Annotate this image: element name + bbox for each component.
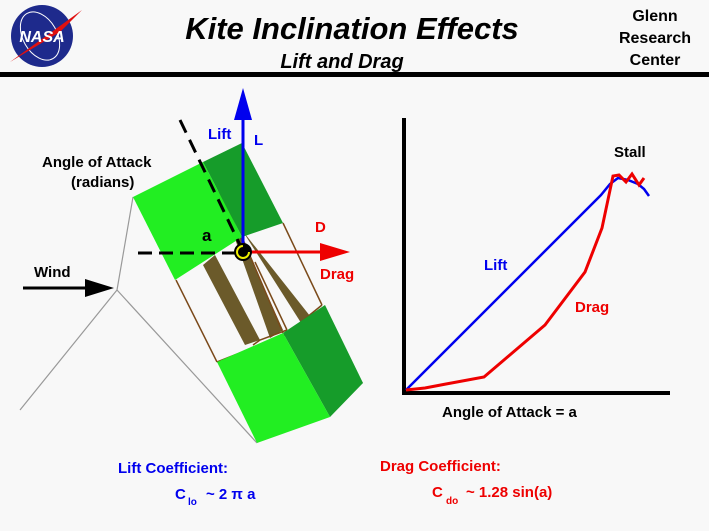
wind-arrowhead-icon [85,279,114,297]
drag-coefficient-formula: ~ 1.28 sin(a) [466,484,552,501]
stall-label: Stall [614,144,646,161]
logo-text: NASA [19,29,64,46]
drag-coefficient-subscript: do [446,496,458,507]
spar-shade [203,255,260,345]
kite-bottom-cell-side [283,305,363,417]
radians-label: (radians) [71,174,134,191]
drag-symbol: D [315,219,326,236]
lift-drag-graph: Stall Lift Drag Angle of Attack = a [402,118,670,421]
lift-coefficient-subscript: lo [188,497,197,508]
kite-axis-line [178,119,242,246]
center-name-2: Research [619,30,691,47]
drag-coefficient-title: Drag Coefficient: [380,458,501,475]
angle-of-attack-label: Angle of Attack [42,154,152,171]
lift-coefficient-symbol: C [175,486,186,503]
lift-coefficient-formula: ~ 2 π a [206,486,256,503]
lift-arrowhead-icon [234,88,252,120]
drag-coefficient-symbol: C [432,484,443,501]
box-kite [133,143,363,443]
graph-lift-label: Lift [484,257,507,274]
lift-curve [405,176,651,391]
drag-curve [405,171,646,392]
graph-drag-label: Drag [575,299,609,316]
lift-label: Lift [208,126,231,143]
center-name-1: Glenn [632,8,677,25]
drag-arrowhead-icon [320,243,350,261]
lift-symbol: L [254,132,263,149]
page-title: Kite Inclination Effects [185,11,519,46]
lift-coefficient-title: Lift Coefficient: [118,460,228,477]
bridle-lines [19,196,258,444]
page-subtitle: Lift and Drag [280,51,403,73]
drag-label: Drag [320,266,354,283]
angle-symbol: a [202,226,212,245]
graph-x-axis-label: Angle of Attack = a [442,404,578,421]
header-divider [0,72,709,77]
center-name-3: Center [630,52,681,69]
kite-bottom-cell-front [217,333,330,443]
nasa-logo: NASA [10,5,82,67]
wind-label: Wind [34,264,71,281]
